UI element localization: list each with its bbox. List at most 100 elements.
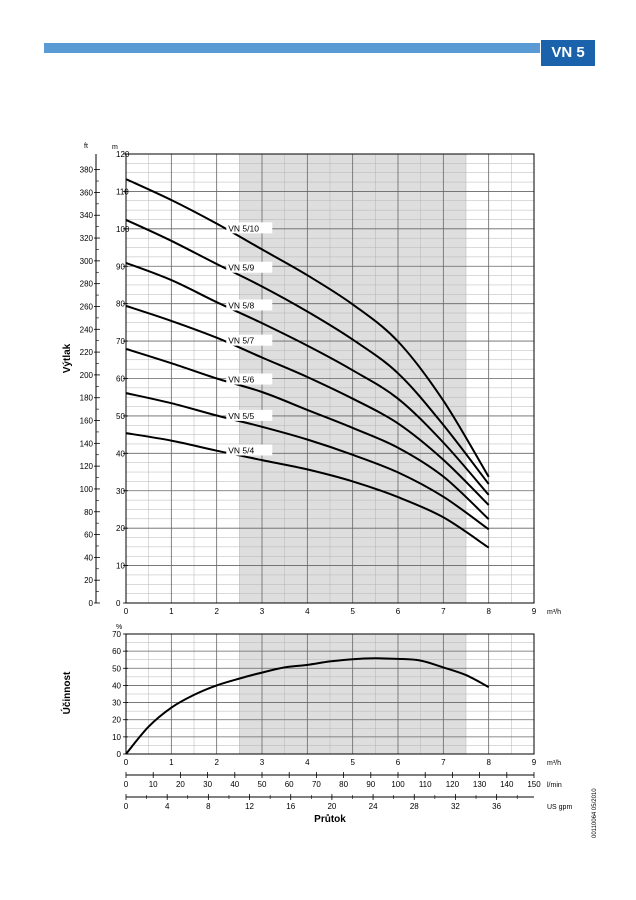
y-tick-label: 60	[112, 647, 121, 656]
y-tick-label-m: 110	[116, 187, 129, 196]
y-tick-label-ft: 380	[80, 166, 94, 175]
lmin-tick-label: 150	[527, 780, 541, 789]
curve-label: VN 5/7	[228, 336, 254, 346]
gpm-tick-label: 32	[451, 802, 460, 811]
curve-label: VN 5/10	[228, 223, 259, 233]
y-unit-ft: ft	[84, 143, 88, 150]
x-tick-label: 8	[486, 758, 491, 767]
efficiency-chart: 0 10 20 30 40 50 60 70% Účinnost	[60, 624, 535, 759]
gpm-tick-label: 4	[165, 802, 170, 811]
y-tick-label-m: 40	[116, 449, 125, 458]
gpm-unit: US gpm	[547, 804, 572, 811]
gpm-tick-label: 0	[124, 802, 129, 811]
y-tick-label-ft: 360	[80, 188, 94, 197]
y-tick-label: 40	[112, 681, 121, 690]
x-tick-label: 9	[532, 758, 537, 767]
head-curve	[125, 304, 490, 506]
gpm-tick-label: 20	[327, 802, 336, 811]
lmin-tick-label: 110	[419, 780, 432, 789]
x-axis-title: Průtok	[314, 813, 346, 825]
lmin-tick-label: 30	[203, 780, 212, 789]
lmin-tick-label: 40	[230, 780, 239, 789]
plot-frame	[125, 633, 535, 755]
head-curve	[125, 218, 490, 485]
head-curve	[125, 178, 490, 478]
y-tick-label-ft: 240	[80, 325, 94, 334]
x-tick-label: 3	[260, 758, 265, 767]
head-chart: 0102030405060708090100110120m02040608010…	[62, 143, 561, 616]
curve-label-bg	[226, 299, 273, 311]
x-tick-label: 1	[169, 607, 174, 616]
x-tick-label: 9	[532, 607, 537, 616]
curve-label-bg	[226, 334, 273, 346]
x-tick-label: 3	[260, 607, 265, 616]
y-tick-label-ft: 260	[80, 302, 94, 311]
y-tick-label-m: 90	[116, 262, 125, 271]
y-axis-title: Výtlak	[62, 343, 73, 373]
y-tick-label-ft: 120	[80, 462, 94, 471]
head-curve	[125, 347, 490, 520]
y-tick-label: 20	[112, 716, 121, 725]
lmin-tick-label: 80	[339, 780, 348, 789]
x-tick-label: 4	[305, 758, 310, 767]
lmin-tick-label: 140	[500, 780, 514, 789]
curve-label: VN 5/6	[228, 375, 254, 385]
y-tick-label-m: 100	[116, 225, 130, 234]
lmin-tick-label: 130	[473, 780, 487, 789]
x-tick-label: 0	[124, 607, 129, 616]
document-code: 00110064 05/2010	[592, 788, 598, 838]
y-tick-label-ft: 20	[84, 576, 93, 585]
head-curve	[125, 261, 490, 496]
y-tick-label-m: 50	[116, 412, 125, 421]
y-tick-label-m: 20	[116, 524, 125, 533]
gpm-tick-label: 16	[286, 802, 295, 811]
x-tick-label: 0	[124, 758, 129, 767]
x-unit: m³/h	[547, 760, 561, 767]
lmin-tick-label: 10	[149, 780, 158, 789]
lmin-tick-label: 50	[258, 780, 267, 789]
lmin-tick-label: 90	[366, 780, 375, 789]
y-tick-label: 50	[112, 664, 121, 673]
efficiency-curve	[125, 657, 490, 755]
flow-axes: 0 1 2 3 4 5 6 7 8 9 m³/h0 10 20 30 40 50 60 70 80 90 100 110 1…	[124, 758, 573, 825]
y-tick-label-ft: 320	[80, 234, 94, 243]
y-tick-label: 10	[112, 733, 121, 742]
y-tick-label-ft: 180	[80, 394, 94, 403]
y-tick-label-m: 70	[116, 337, 125, 346]
curve-label: VN 5/5	[228, 411, 254, 421]
x-tick-label: 4	[305, 607, 310, 616]
header-bar	[44, 43, 540, 53]
y-tick-label-m: 10	[116, 562, 125, 571]
y-tick-label-m: 30	[116, 487, 125, 496]
curve-label: VN 5/4	[228, 446, 254, 456]
lmin-tick-label: 70	[312, 780, 321, 789]
y-tick-label-m: 0	[116, 599, 121, 608]
lmin-tick-label: 60	[285, 780, 294, 789]
y-axis-title: Účinnost	[60, 671, 73, 714]
x-tick-label: 5	[350, 607, 355, 616]
y-tick-label-m: 80	[116, 300, 125, 309]
y-tick-label-ft: 220	[80, 348, 94, 357]
y-tick-label-ft: 340	[80, 211, 94, 220]
y-tick-label-ft: 200	[80, 371, 94, 380]
gpm-tick-label: 8	[206, 802, 211, 811]
x-tick-label: 7	[441, 607, 446, 616]
y-tick-label-ft: 160	[80, 417, 94, 426]
lmin-tick-label: 120	[446, 780, 460, 789]
x-unit: m³/h	[547, 609, 561, 616]
y-tick-label-m: 120	[116, 150, 130, 159]
x-tick-label: 2	[214, 607, 219, 616]
y-tick-label-ft: 60	[84, 531, 93, 540]
curve-label-bg	[226, 222, 273, 234]
head-curve	[125, 392, 490, 531]
gpm-tick-label: 28	[410, 802, 419, 811]
y-tick-label-ft: 280	[80, 280, 94, 289]
gpm-tick-label: 12	[245, 802, 254, 811]
x-tick-label: 7	[441, 758, 446, 767]
lmin-tick-label: 100	[391, 780, 405, 789]
y-unit-m: m	[112, 144, 118, 151]
curve-label: VN 5/9	[228, 263, 254, 273]
curve-label-bg	[226, 373, 273, 385]
gpm-tick-label: 36	[492, 802, 501, 811]
